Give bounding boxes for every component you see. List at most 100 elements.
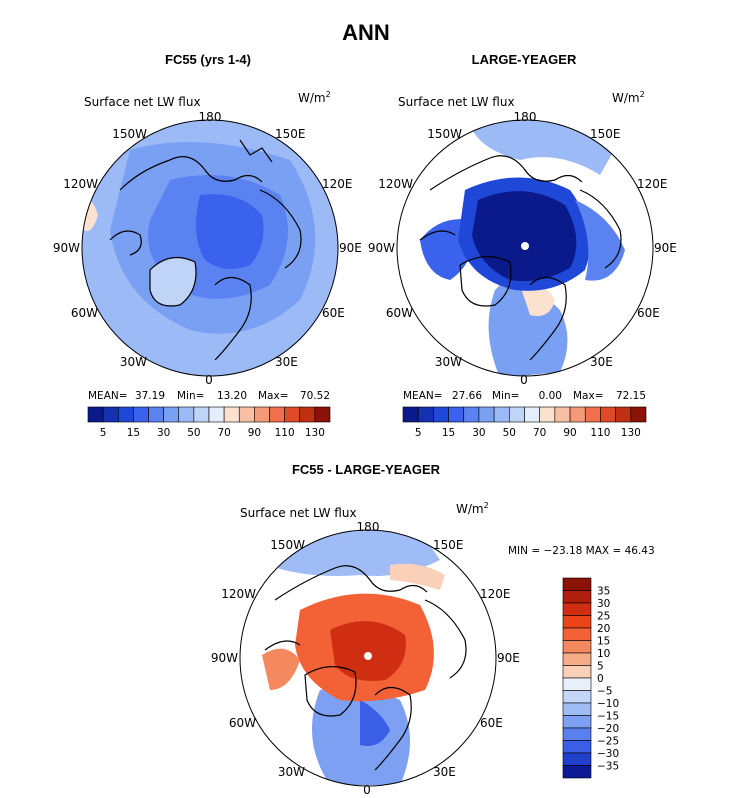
- panel-3-colorbar-tick-label: 5: [597, 661, 604, 673]
- panel-3-colorbar-swatch-12: [562, 727, 592, 741]
- panel-1-max-label: Max=: [258, 390, 289, 402]
- panel-2-max-label: Max=: [573, 390, 604, 402]
- panel-3-colorbar-tick-label: −10: [597, 698, 619, 710]
- panel-3: FC55 - LARGE-YEAGER Surface net LW flux …: [211, 462, 655, 797]
- panel-1-lon-90w: 90W: [53, 241, 80, 255]
- panel-2-mean-label: MEAN=: [403, 390, 443, 402]
- panel-3-colorbar-tick-label: 10: [597, 648, 610, 660]
- panel-1-colorbar-swatch-2: [117, 406, 134, 423]
- panel-2-colorbar-swatch-11: [569, 406, 586, 423]
- panel-1-colorbar-swatch-8: [208, 406, 225, 423]
- panel-2-colorbar-tick-label: 90: [563, 427, 576, 439]
- panel-1-greenland: [150, 257, 196, 306]
- panel-3-map-border: [239, 529, 497, 787]
- panel-1-field-low: [196, 194, 264, 269]
- panel-1-colorbar-tick-label: 5: [100, 427, 107, 439]
- panel-2-map-border: [396, 119, 654, 377]
- panel-2-min-value: 0.00: [539, 390, 562, 402]
- panel-2-colorbar-swatch-14: [615, 406, 632, 423]
- panel-1-colorbar-tick-label: 90: [248, 427, 261, 439]
- panel-2-field-sea-east: [575, 200, 625, 281]
- panel-1-colorbar-tick-label: 50: [187, 427, 200, 439]
- panel-3-lon-30e: 30E: [433, 765, 456, 779]
- panel-1: FC55 (yrs 1-4) Surface net LW flux W/m2 …: [53, 52, 362, 439]
- panel-3-lon-120e: 120E: [480, 587, 511, 601]
- panel-2-variable: Surface net LW flux: [398, 95, 515, 109]
- panel-1-coastlines: [109, 139, 302, 361]
- panel-1-colorbar-tick-label: 110: [275, 427, 295, 439]
- panel-2-coastlines: [419, 155, 622, 361]
- panel-2-pole-marker: [521, 242, 529, 250]
- panel-3-colorbar-swatch-7: [562, 665, 592, 679]
- panel-3-colorbar-tick-label: 0: [597, 673, 604, 685]
- panel-1-lon-150e: 150E: [275, 127, 306, 141]
- panel-2-colorbar-swatch-12: [584, 406, 601, 423]
- panel-3-colorbar-tick-label: 30: [597, 598, 610, 610]
- panel-1-lon-0: 0: [205, 373, 213, 387]
- panel-2-colorbar-swatch-15: [630, 406, 647, 423]
- panel-3-colorbar-tick-label: −5: [597, 686, 612, 698]
- panel-2-lon-60e: 60E: [637, 306, 660, 320]
- panel-2-colorbar-swatch-8: [524, 406, 540, 423]
- panel-1-colorbar-swatch-1: [102, 406, 119, 423]
- panel-2-lon-0: 0: [520, 373, 528, 387]
- panel-3-colorbar-swatch-0: [562, 577, 592, 591]
- panel-1-colorbar-swatch-6: [178, 406, 195, 423]
- panel-2-colorbar-swatch-6: [493, 406, 510, 423]
- panel-2-colorbar-tick-label: 15: [442, 427, 455, 439]
- panel-1-lon-labels: 180 150E 120E 90E 60E 30E 0 30W 60W 90W …: [53, 110, 362, 387]
- panel-1-lon-60w: 60W: [71, 306, 98, 320]
- panel-2-field-ice: [472, 191, 577, 282]
- panel-3-field-ocean-deep: [360, 700, 390, 746]
- panel-2-colorbar-swatch-10: [554, 406, 571, 423]
- panel-2-colorbar-swatch-3: [448, 406, 465, 423]
- panel-2-lon-30w: 30W: [435, 355, 462, 369]
- panel-1-colorbar-swatch-3: [133, 406, 149, 423]
- panel-1-lon-30e: 30E: [275, 355, 298, 369]
- panel-1-colorbar-swatch-10: [238, 406, 255, 423]
- panel-3-colorbar-swatch-13: [562, 740, 592, 754]
- panel-2-colorbar-swatch-4: [463, 406, 480, 423]
- panel-3-lon-30w: 30W: [278, 765, 305, 779]
- panel-1-variable: Surface net LW flux: [84, 95, 201, 109]
- panel-1-colorbar-swatch-11: [254, 406, 270, 423]
- panel-3-lon-labels: 180 150E 120E 90E 60E 30E 0 30W 60W 90W …: [211, 520, 520, 797]
- panel-3-title: FC55 - LARGE-YEAGER: [292, 462, 441, 477]
- panel-2-colorbar-swatch-0: [402, 406, 419, 423]
- panel-3-lon-150e: 150E: [433, 538, 464, 552]
- panel-1-map-border: [81, 119, 339, 377]
- panel-1-lon-120e: 120E: [322, 177, 353, 191]
- panel-2-lon-labels: 180 150E 120E 90E 60E 30E 0 30W 60W 90W …: [368, 110, 677, 387]
- panel-3-colorbar-tick-label: −15: [597, 711, 619, 723]
- panel-2-colorbar-swatch-13: [600, 406, 616, 423]
- panel-1-lon-180: 180: [199, 110, 222, 124]
- panel-3-colorbar-swatch-4: [562, 627, 592, 641]
- panel-2-colorbar-tick-label: 70: [533, 427, 546, 439]
- panel-1-colorbar-swatch-14: [299, 406, 316, 423]
- panel-3-lon-90w: 90W: [211, 651, 238, 665]
- panel-2-units: W/m2: [612, 90, 645, 105]
- panel-2-colorbar-swatch-9: [539, 406, 556, 423]
- panel-3-colorbar-tick-label: 35: [597, 586, 610, 598]
- panel-3-colorbar-swatch-15: [562, 765, 592, 779]
- panel-3-colorbar-swatch-5: [562, 640, 592, 654]
- panel-2-min-label: Min=: [492, 390, 519, 402]
- panel-3-colorbar-swatch-8: [562, 677, 592, 691]
- panel-1-min-label: Min=: [177, 390, 204, 402]
- panel-3-variable: Surface net LW flux: [240, 506, 357, 520]
- panel-3-colorbar-swatch-2: [562, 602, 592, 616]
- panel-2-title: LARGE-YEAGER: [472, 52, 577, 67]
- panel-3-colorbar-swatch-9: [562, 690, 592, 704]
- panel-3-colorbar-tick-label: 15: [597, 636, 610, 648]
- panel-3-lon-90e: 90E: [497, 651, 520, 665]
- panel-3-pole-marker: [364, 652, 372, 660]
- panel-2: LARGE-YEAGER Surface net LW flux W/m2 18…: [368, 52, 677, 439]
- panel-2-lon-120w: 120W: [378, 177, 413, 191]
- panel-1-title: FC55 (yrs 1-4): [165, 52, 251, 67]
- panel-2-max-value: 72.15: [616, 390, 646, 402]
- panel-3-lon-150w: 150W: [270, 538, 305, 552]
- panel-2-mean-value: 27.66: [452, 390, 482, 402]
- panel-2-colorbar-tick-label: 5: [415, 427, 422, 439]
- panel-1-max-value: 70.52: [300, 390, 330, 402]
